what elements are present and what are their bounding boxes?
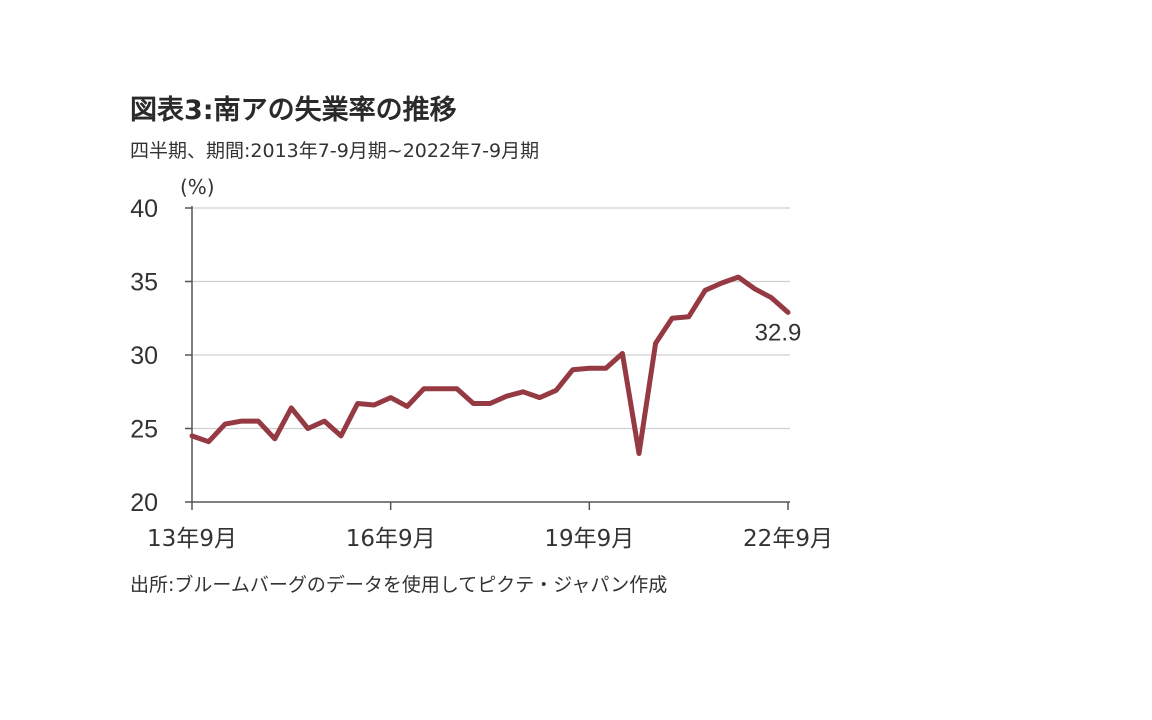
data-point-36 xyxy=(786,310,791,315)
x-tick-label-0: 13年9月 xyxy=(147,526,237,552)
data-point-7 xyxy=(305,426,310,431)
y-tick-label-30: 30 xyxy=(130,342,158,370)
data-point-32 xyxy=(719,280,724,285)
y-axis-unit-label: (%) xyxy=(180,175,215,199)
data-point-16 xyxy=(454,386,459,391)
x-tick-label-1: 16年9月 xyxy=(346,526,436,552)
data-point-10 xyxy=(355,401,360,406)
data-point-3 xyxy=(239,419,244,424)
data-point-35 xyxy=(769,295,774,300)
data-label-0: 32.9 xyxy=(755,319,802,346)
data-point-15 xyxy=(438,386,443,391)
data-point-23 xyxy=(570,367,575,372)
y-tick-label-40: 40 xyxy=(130,195,158,223)
data-point-26 xyxy=(620,351,625,356)
data-point-9 xyxy=(339,433,344,438)
data-point-0 xyxy=(190,433,195,438)
data-point-8 xyxy=(322,419,327,424)
y-tick-label-20: 20 xyxy=(130,489,158,517)
data-point-17 xyxy=(471,401,476,406)
data-point-29 xyxy=(670,316,675,321)
data-point-2 xyxy=(223,422,228,427)
data-point-11 xyxy=(372,402,377,407)
data-point-28 xyxy=(653,341,658,346)
series-line-unemployment xyxy=(189,274,791,456)
data-point-25 xyxy=(603,366,608,371)
data-point-22 xyxy=(554,388,559,393)
data-point-30 xyxy=(686,314,691,319)
y-tick-label-25: 25 xyxy=(130,416,158,444)
data-point-12 xyxy=(388,395,393,400)
data-point-18 xyxy=(488,401,493,406)
x-tick-label-2: 19年9月 xyxy=(544,526,634,552)
data-point-4 xyxy=(256,419,261,424)
data-point-33 xyxy=(736,275,741,280)
data-point-21 xyxy=(537,395,542,400)
data-point-20 xyxy=(521,389,526,394)
y-tick-label-35: 35 xyxy=(130,269,158,297)
data-point-5 xyxy=(272,436,277,441)
data-point-19 xyxy=(504,394,509,399)
data-point-6 xyxy=(289,405,294,410)
chart-subtitle: 四半期、期間:2013年7-9月期~2022年7-9月期 xyxy=(130,140,540,162)
x-tick-label-3: 22年9月 xyxy=(743,526,833,552)
data-point-31 xyxy=(703,288,708,293)
data-point-24 xyxy=(587,366,592,371)
chart-title: 図表3:南アの失業率の推移 xyxy=(130,95,457,126)
data-point-14 xyxy=(421,386,426,391)
data-point-34 xyxy=(752,286,757,291)
data-point-27 xyxy=(637,451,642,456)
data-point-13 xyxy=(405,404,410,409)
source-note: 出所:ブルームバーグのデータを使用してピクテ・ジャパン作成 xyxy=(130,574,668,596)
data-point-1 xyxy=(206,439,211,444)
